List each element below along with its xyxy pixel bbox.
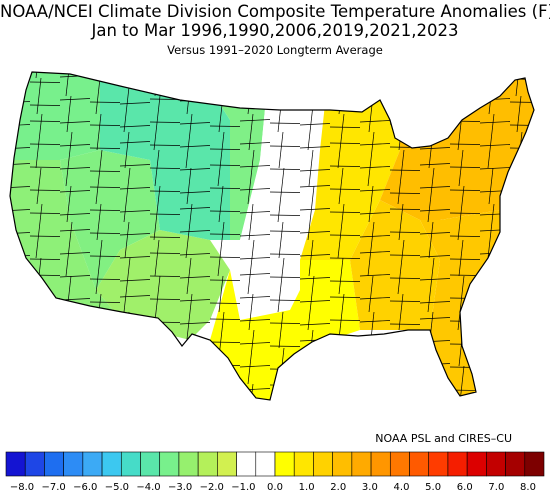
map-subtitle: Versus 1991–2020 Longterm Average <box>167 43 383 57</box>
colorbar-tick-label: −1.0 <box>231 482 255 492</box>
colorbar-tick-label: −5.0 <box>105 482 129 492</box>
colorbar-tick-label: −4.0 <box>136 482 160 492</box>
colorbar-cell <box>332 451 353 477</box>
colorbar-cell <box>351 451 372 477</box>
colorbar-cell <box>159 451 180 477</box>
colorbar-cell <box>486 451 506 477</box>
colorbar-cell <box>120 451 141 477</box>
colorbar-cell <box>178 451 199 477</box>
credit-label: NOAA PSL and CIRES–CU <box>375 432 512 445</box>
colorbar-cell <box>197 451 218 477</box>
map-period: Jan to Mar 1996,1990,2006,2019,2021,2023 <box>91 21 459 40</box>
colorbar-tick-label: 1.0 <box>299 482 315 492</box>
colorbar-cell <box>5 451 26 477</box>
colorbar-tick-label: −7.0 <box>41 482 65 492</box>
colorbar-tick-label: 5.0 <box>425 482 441 492</box>
colorbar: −8.0 −7.0 −6.0 −5.0 −4.0 −3.0 −2.0 −1.0 0.0 1.0 2.… <box>5 451 545 492</box>
colorbar-tick-label: −2.0 <box>200 482 224 492</box>
colorbar-cell <box>524 451 545 477</box>
map-title: NOAA/NCEI Climate Division Composite Tem… <box>0 2 550 21</box>
colorbar-tick-label: 7.0 <box>488 482 504 492</box>
colorbar-cell <box>217 451 237 477</box>
colorbar-cell <box>370 451 391 477</box>
colorbar-cell <box>82 451 103 477</box>
colorbar-tick-label: 6.0 <box>457 482 473 492</box>
colorbar-cell <box>44 451 64 477</box>
colorbar-tick-label: 0.0 <box>267 482 283 492</box>
colorbar-cell <box>236 451 257 477</box>
colorbar-tick-label: −3.0 <box>168 482 192 492</box>
colorbar-labels: −8.0 −7.0 −6.0 −5.0 −4.0 −3.0 −2.0 −1.0 0.0 1.0 2.… <box>10 482 536 492</box>
colorbar-cell <box>63 451 84 477</box>
us-climate-division-map <box>9 71 535 401</box>
colorbar-cell <box>101 451 122 477</box>
colorbar-cell <box>505 451 526 477</box>
region-texas <box>210 260 360 400</box>
colorbar-cell <box>140 451 161 477</box>
colorbar-cell <box>466 451 487 477</box>
region-northeast <box>380 72 534 220</box>
region-great-basin <box>60 150 160 290</box>
colorbar-cell <box>447 451 468 477</box>
colorbar-cell <box>428 451 449 477</box>
colorbar-tick-label: −6.0 <box>73 482 97 492</box>
colorbar-cells <box>5 451 545 477</box>
colorbar-tick-label: 4.0 <box>394 482 410 492</box>
colorbar-tick-label: 3.0 <box>362 482 378 492</box>
colorbar-cell <box>293 451 314 477</box>
colorbar-cell <box>409 451 430 477</box>
colorbar-cell <box>313 451 333 477</box>
colorbar-cell <box>255 451 276 477</box>
colorbar-tick-label: −8.0 <box>10 482 34 492</box>
colorbar-tick-label: 2.0 <box>330 482 346 492</box>
colorbar-cell <box>24 451 45 477</box>
region-central-plains <box>230 72 330 320</box>
colorbar-cell <box>389 451 410 477</box>
colorbar-tick-label: 8.0 <box>520 482 536 492</box>
colorbar-cell <box>274 451 295 477</box>
